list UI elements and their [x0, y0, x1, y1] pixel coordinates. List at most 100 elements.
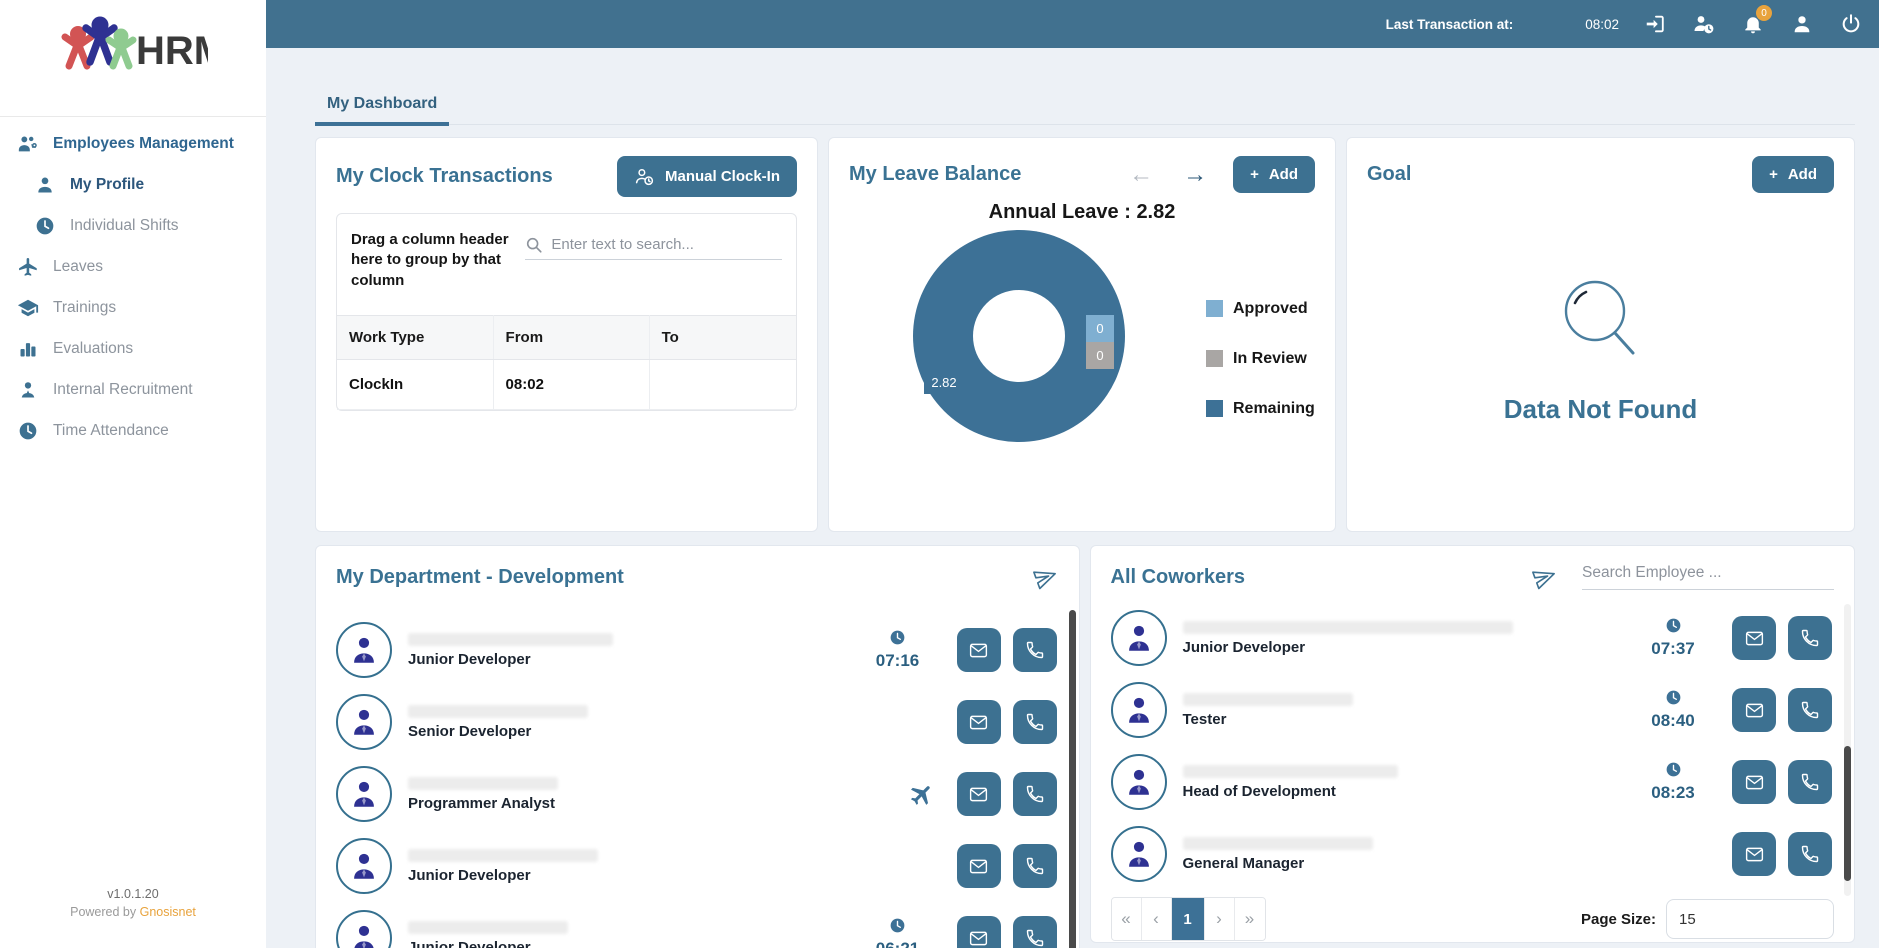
department-card-title: My Department - Development [336, 565, 624, 588]
next-leave-arrow-icon[interactable]: → [1183, 160, 1208, 188]
power-icon[interactable] [1839, 12, 1863, 36]
add-goal-label: Add [1787, 166, 1817, 183]
topbar: Last Transaction at: 08:02 0 [266, 0, 1879, 48]
sidebar-item-leaves[interactable]: Leaves [0, 246, 266, 287]
avatar [336, 622, 392, 678]
sidebar-item-label: Trainings [53, 298, 117, 316]
coworker-row[interactable]: Head of Development 08:23 [1091, 746, 1855, 818]
send-plane-icon[interactable] [1032, 564, 1059, 590]
sidebar-item-individual-shifts[interactable]: Individual Shifts [0, 205, 266, 246]
logo-text: HRM [136, 29, 208, 73]
email-button[interactable] [956, 628, 1001, 672]
coworkers-scrollbar[interactable] [1844, 746, 1851, 881]
phone-button[interactable] [1012, 700, 1057, 744]
sidebar-item-evaluations[interactable]: Evaluations [0, 328, 266, 369]
email-button[interactable] [1732, 688, 1776, 732]
sidebar-item-employees-management[interactable]: Employees Management [0, 123, 266, 164]
department-employee-row[interactable]: Junior Developer [316, 830, 1079, 902]
department-employee-row[interactable]: Junior Developer 07:16 [316, 614, 1079, 686]
pagination-prev-button[interactable]: ‹ [1141, 898, 1172, 940]
manual-clock-in-button[interactable]: Manual Clock-In [616, 156, 797, 197]
page-size-input[interactable] [1666, 899, 1834, 939]
tab-my-dashboard[interactable]: My Dashboard [315, 87, 450, 126]
goal-card-title: Goal [1367, 163, 1412, 185]
my-clock-transactions-card: My Clock Transactions Manual Clock-In Dr… [315, 137, 818, 532]
pagination-page-1[interactable]: 1 [1171, 898, 1205, 940]
add-goal-button[interactable]: + Add [1752, 156, 1834, 193]
email-button[interactable] [956, 700, 1001, 744]
gnosisnet-link[interactable]: Gnosisnet [139, 905, 196, 920]
person-clock-icon [634, 166, 655, 187]
phone-button[interactable] [1788, 760, 1832, 804]
phone-button[interactable] [1012, 772, 1057, 816]
sign-in-icon[interactable] [1643, 12, 1667, 36]
sidebar-item-label: Individual Shifts [70, 216, 179, 234]
department-employee-row[interactable]: Programmer Analyst [316, 758, 1079, 830]
sidebar-item-time-attendance[interactable]: Time Attendance [0, 410, 266, 451]
last-transaction-time: 08:02 [1585, 16, 1619, 32]
coworkers-card-title: All Coworkers [1110, 565, 1245, 588]
add-leave-button[interactable]: + Add [1233, 156, 1315, 193]
chart-legend: Approved In Review Remaining [1206, 300, 1315, 450]
sidebar-item-my-profile[interactable]: My Profile [0, 164, 266, 205]
phone-button[interactable] [1012, 916, 1057, 948]
coworker-row[interactable]: General Manager [1091, 818, 1855, 890]
coworker-row[interactable]: Tester 08:40 [1091, 674, 1855, 746]
recruitment-person-icon [16, 378, 40, 402]
col-header-from[interactable]: From [493, 314, 650, 360]
clock-in-time: 08:40 [1651, 710, 1695, 730]
pagination-first-button[interactable]: « [1111, 898, 1142, 940]
group-by-hint: Drag a column header here to group by th… [351, 231, 509, 289]
clock-icon [890, 630, 905, 650]
send-plane-icon[interactable] [1532, 564, 1558, 590]
phone-button[interactable] [1788, 832, 1832, 876]
legend-item-approved[interactable]: Approved [1206, 300, 1315, 317]
pagination-next-button[interactable]: › [1204, 898, 1235, 940]
sidebar-item-internal-recruitment[interactable]: Internal Recruitment [0, 369, 266, 410]
legend-swatch-remaining [1206, 400, 1223, 417]
email-button[interactable] [1732, 832, 1776, 876]
avatar [336, 694, 392, 750]
table-row[interactable]: ClockIn 08:02 [337, 359, 796, 410]
email-button[interactable] [1732, 760, 1776, 804]
sidebar: HRM Employees Management My Profile Indi… [0, 0, 266, 948]
airplane-icon [16, 255, 40, 279]
sidebar-item-trainings[interactable]: Trainings [0, 287, 266, 328]
department-employee-row[interactable]: Junior Developer 06:21 [316, 902, 1079, 948]
legend-item-remaining[interactable]: Remaining [1206, 400, 1315, 417]
clock-in-time: 07:37 [1651, 638, 1695, 658]
legend-item-in-review[interactable]: In Review [1206, 350, 1315, 367]
employee-role: Senior Developer [408, 722, 532, 740]
avatar [1110, 754, 1167, 810]
phone-button[interactable] [1788, 688, 1832, 732]
search-employee-input[interactable] [1582, 564, 1834, 582]
prev-leave-arrow-icon[interactable]: ← [1129, 160, 1154, 188]
sidebar-item-label: My Profile [70, 175, 145, 193]
department-employee-row[interactable]: Senior Developer [316, 686, 1079, 758]
phone-button[interactable] [1012, 628, 1057, 672]
employee-role: Tester [1182, 710, 1227, 728]
pagination-last-button[interactable]: » [1234, 898, 1265, 940]
clock-in-time: 07:16 [875, 650, 920, 670]
page-size-label: Page Size: [1580, 910, 1656, 928]
email-button[interactable] [1732, 616, 1776, 660]
phone-button[interactable] [1788, 616, 1832, 660]
clock-icon [33, 214, 57, 238]
email-button[interactable] [956, 916, 1001, 948]
employee-role: Junior Developer [1182, 638, 1306, 656]
department-scrollbar[interactable] [1068, 610, 1076, 948]
group-by-panel[interactable]: Drag a column header here to group by th… [337, 214, 796, 315]
redacted-name [408, 704, 588, 718]
employees-group-icon [16, 132, 40, 156]
cell-work-type: ClockIn [337, 359, 494, 410]
email-button[interactable] [956, 844, 1001, 888]
employee-clock-icon[interactable] [1692, 12, 1716, 36]
notifications-bell-icon[interactable]: 0 [1741, 5, 1772, 36]
col-header-to[interactable]: To [649, 314, 796, 360]
clock-search-input[interactable] [551, 236, 782, 253]
col-header-work-type[interactable]: Work Type [337, 314, 494, 360]
coworker-row[interactable]: Junior Developer 07:37 [1091, 602, 1855, 674]
user-account-icon[interactable] [1790, 12, 1814, 36]
email-button[interactable] [956, 772, 1001, 816]
phone-button[interactable] [1012, 844, 1057, 888]
